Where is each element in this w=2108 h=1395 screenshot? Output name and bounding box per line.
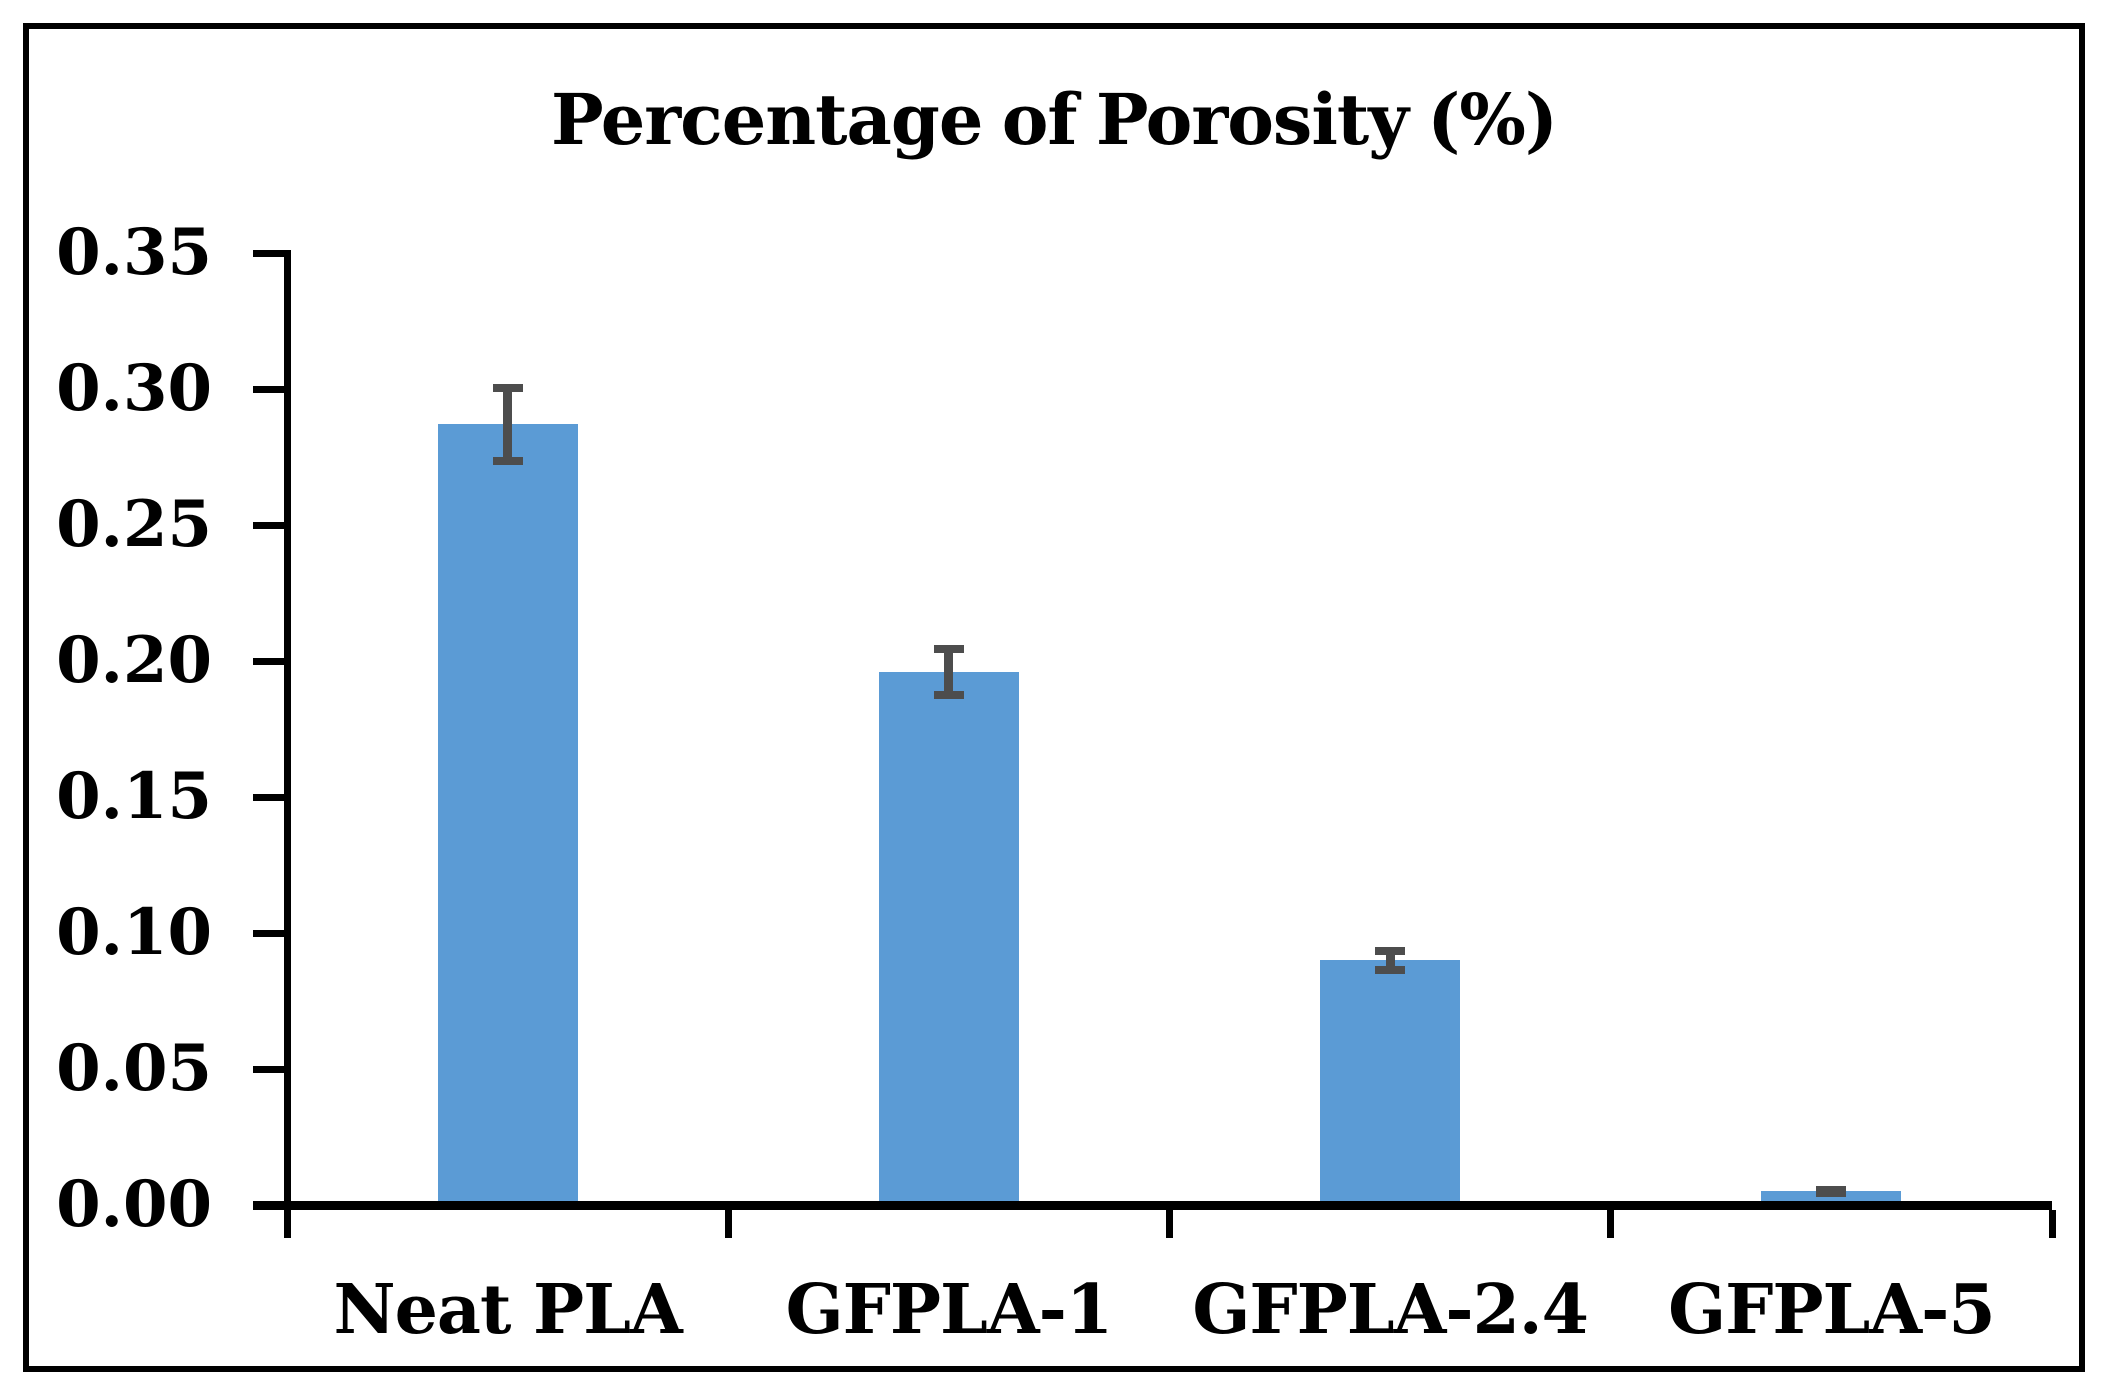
error-bar-cap [492,457,523,466]
bar [437,424,578,1205]
error-bar-stem [503,383,513,466]
error-bar-stem [1385,946,1395,974]
y-tick [253,1201,287,1209]
error-bar-cap [933,691,964,700]
figure-border [23,23,2085,1372]
y-tick-label: 0.35 [56,215,212,290]
y-tick [253,249,287,257]
category-label: GFPLA-5 [1668,1270,1996,1350]
bar [1320,960,1461,1205]
chart-title: Percentage of Porosity (%) [550,78,1558,161]
error-bar-cap [492,383,523,392]
x-tick [1607,1209,1615,1238]
x-tick [2048,1209,2056,1238]
y-tick [253,929,287,937]
error-bar-cap [1375,946,1406,955]
category-label: Neat PLA [333,1270,682,1350]
error-bar-stem [944,644,954,700]
y-axis-line [283,249,291,1205]
y-tick-label: 0.15 [56,759,212,834]
y-tick-label: 0.25 [56,487,212,562]
y-tick-label: 0.00 [56,1167,212,1242]
error-bar-cap [933,644,964,653]
y-tick [253,657,287,665]
error-bar-cap [1816,1188,1847,1197]
error-bar-cap [1375,965,1406,974]
y-tick-label: 0.20 [56,623,212,698]
x-tick [724,1209,732,1238]
y-tick-label: 0.30 [56,351,212,426]
category-label: GFPLA-2.4 [1192,1270,1589,1350]
y-tick-label: 0.05 [56,1031,212,1106]
y-tick [253,385,287,393]
y-tick [253,521,287,529]
x-axis-line [253,1200,2052,1210]
category-label: GFPLA-1 [785,1270,1114,1350]
x-tick [1166,1209,1173,1238]
y-tick [253,1065,287,1073]
x-tick [283,1209,291,1238]
bar [878,671,1019,1205]
y-tick [253,793,287,801]
y-tick-label: 0.10 [56,895,212,970]
